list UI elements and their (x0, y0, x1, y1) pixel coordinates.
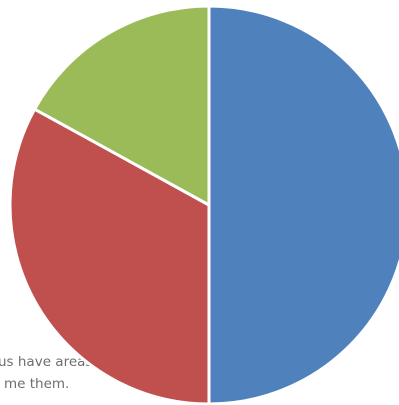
pie-slice-series-b (8, 107, 211, 405)
pie-slice-series-a (207, 4, 399, 405)
background-text-line-2: me them. (4, 376, 70, 392)
pie-slice-series-c (33, 4, 211, 207)
